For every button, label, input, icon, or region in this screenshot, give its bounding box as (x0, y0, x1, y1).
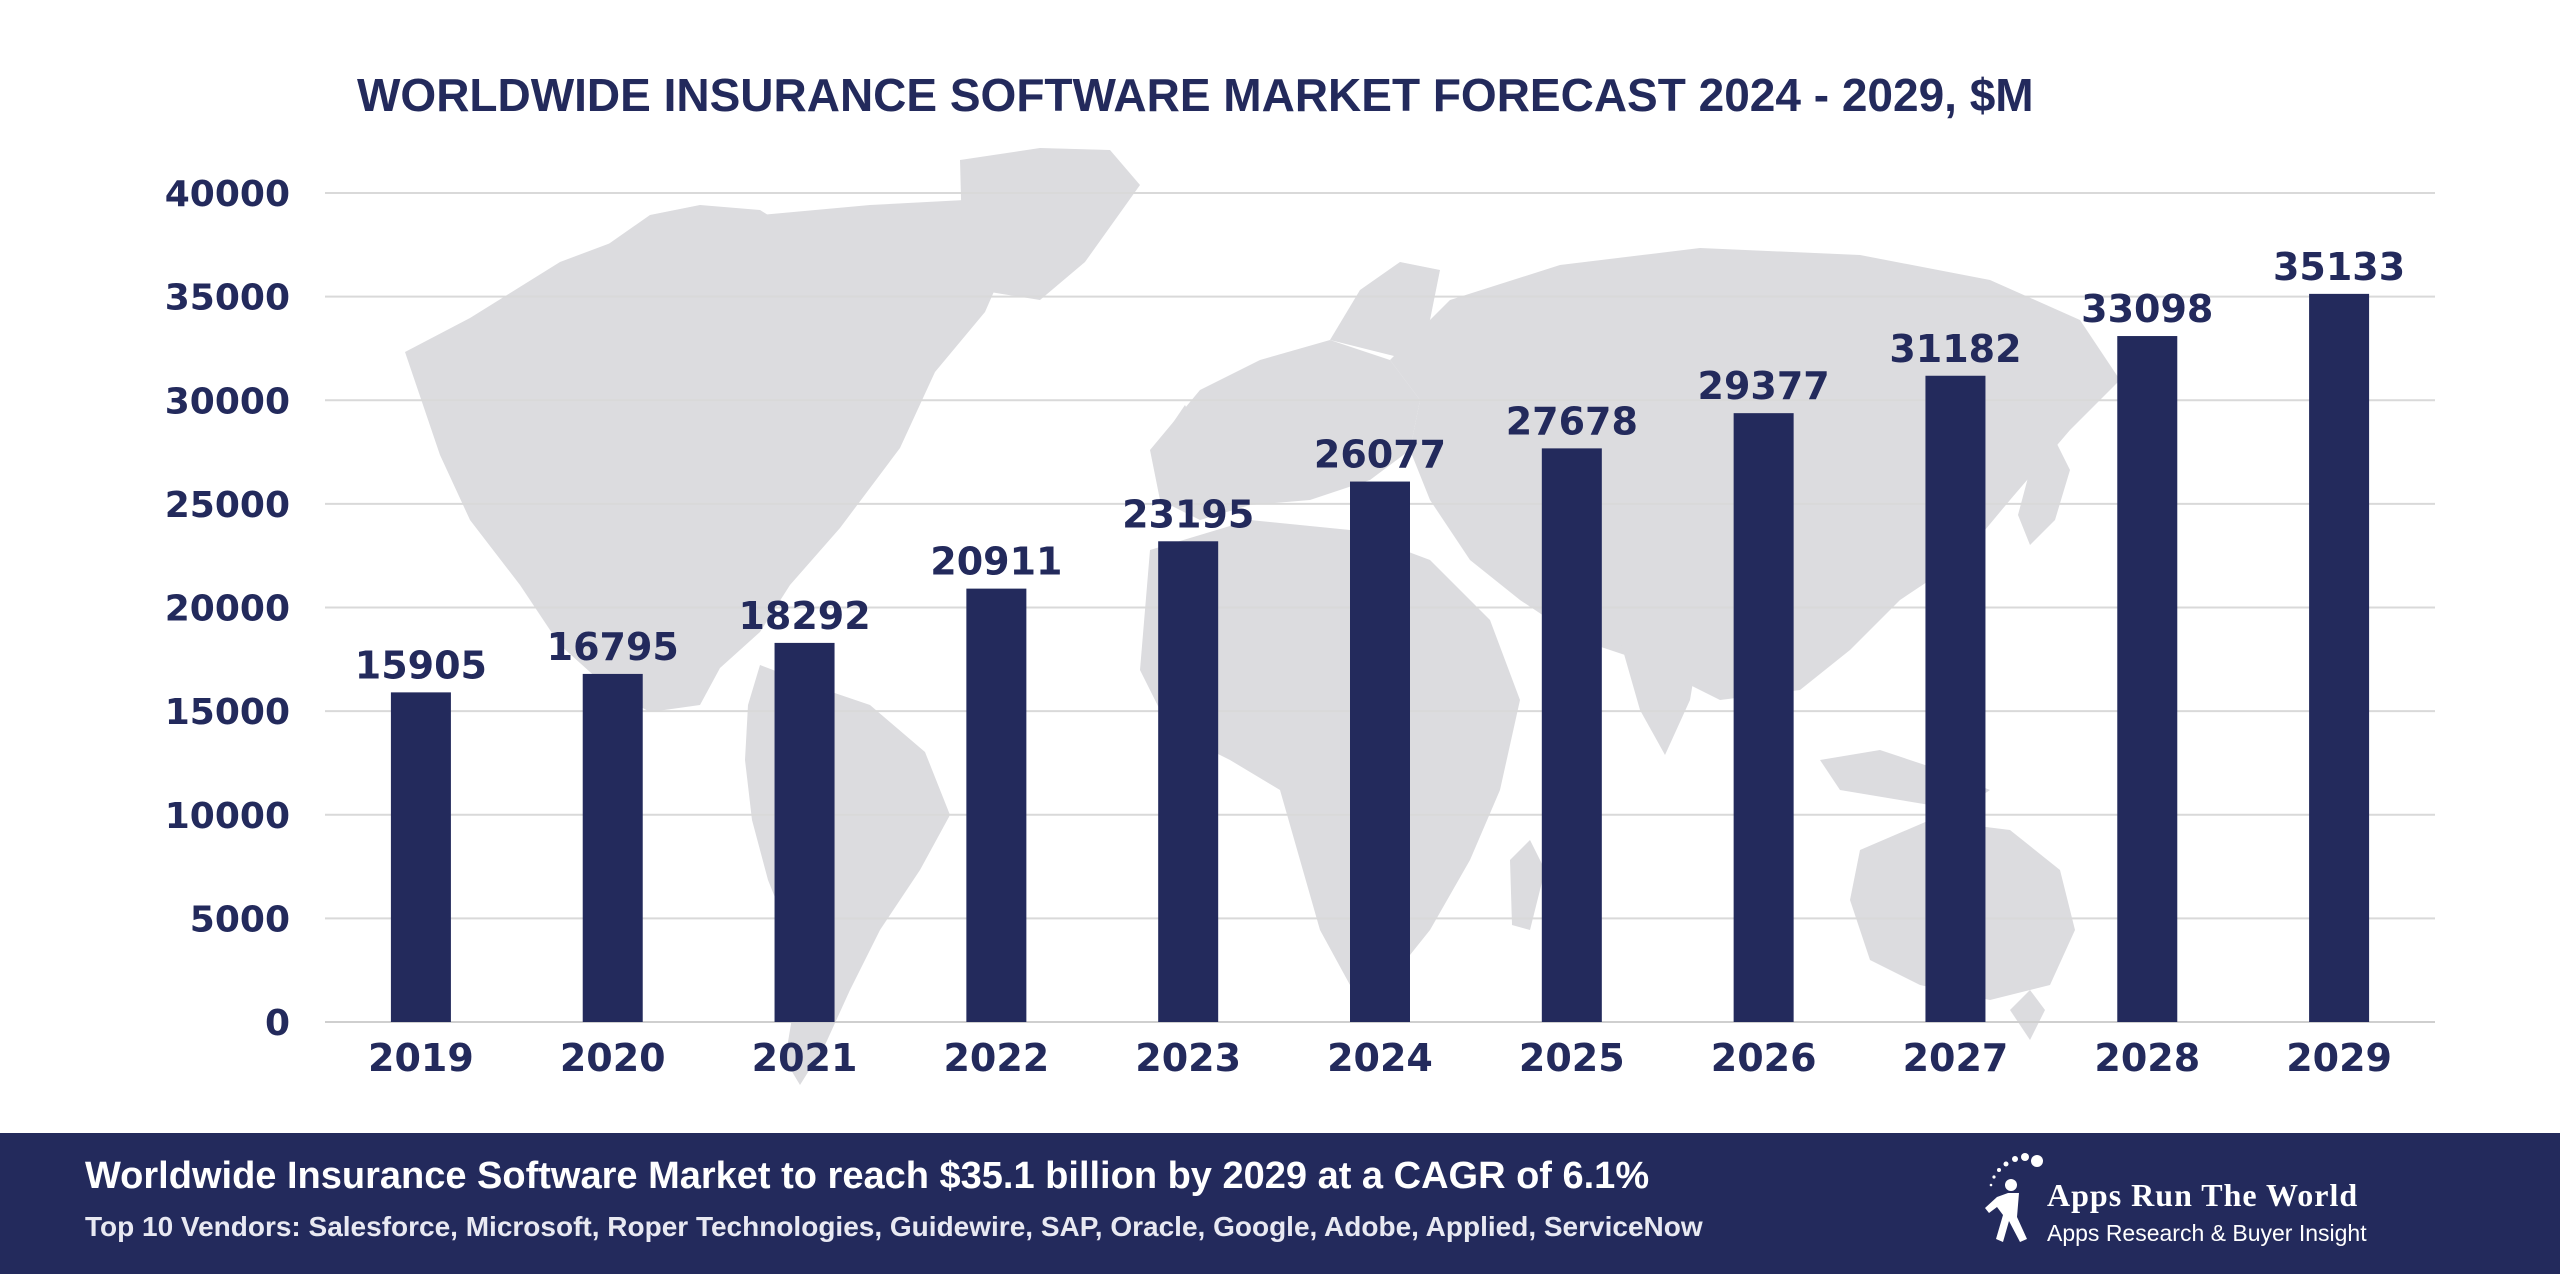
footer-vendors: Top 10 Vendors: Salesforce, Microsoft, R… (85, 1211, 1703, 1242)
data-label-2027: 31182 (1889, 327, 2021, 371)
data-labels: 15905 16795 18292 20911 23195 26077 27678 29377… (355, 245, 2405, 688)
x-axis-ticks: 2019 2020 2021 2022 2023 2024 2025 2026 2027 2028… (368, 1036, 2392, 1080)
data-label-2026: 29377 (1698, 364, 1830, 408)
bar-2028 (2117, 336, 2178, 1022)
y-tick-label-10000: 10000 (165, 796, 290, 837)
x-tick-label-2020: 2020 (560, 1036, 666, 1080)
y-tick-label-15000: 15000 (165, 692, 290, 733)
footer-headline: Worldwide Insurance Software Market to r… (85, 1155, 1650, 1197)
data-label-2019: 15905 (355, 643, 487, 687)
x-tick-label-2027: 2027 (1903, 1036, 2009, 1080)
y-tick-label-35000: 35000 (165, 278, 290, 319)
bar-2020 (582, 673, 643, 1022)
brand-tagline: Apps Research & Buyer Insight (2047, 1220, 2367, 1246)
y-tick-label-40000: 40000 (165, 174, 290, 215)
x-tick-label-2024: 2024 (1327, 1036, 1433, 1080)
data-label-2022: 20911 (930, 540, 1062, 584)
bar-series (390, 293, 2370, 1023)
data-label-2020: 16795 (547, 625, 679, 669)
y-tick-label-30000: 30000 (165, 381, 290, 422)
x-tick-label-2019: 2019 (368, 1036, 474, 1080)
bar-2024 (1350, 481, 1410, 1022)
data-label-2024: 26077 (1314, 433, 1446, 477)
x-tick-label-2028: 2028 (2094, 1036, 2200, 1080)
brand-name: Apps Run The World (2047, 1177, 2359, 1213)
chart-title: WORLDWIDE INSURANCE SOFTWARE MARKET FORE… (357, 69, 2034, 121)
x-tick-label-2021: 2021 (752, 1036, 858, 1080)
x-tick-label-2023: 2023 (1135, 1036, 1241, 1080)
footer-banner: Worldwide Insurance Software Market to r… (0, 1133, 2560, 1274)
insurance-market-bar-chart: WORLDWIDE INSURANCE SOFTWARE MARKET FORE… (165, 69, 2435, 1085)
x-tick-label-2025: 2025 (1519, 1036, 1625, 1080)
data-label-2025: 27678 (1506, 399, 1638, 443)
y-tick-label-20000: 20000 (165, 589, 290, 630)
x-tick-label-2029: 2029 (2286, 1036, 2392, 1080)
data-label-2023: 23195 (1122, 492, 1254, 536)
bar-2023 (1158, 541, 1219, 1022)
bar-2027 (1925, 375, 1986, 1022)
bar-2022 (966, 588, 1027, 1022)
world-map-icon (405, 148, 2120, 1085)
x-tick-label-2022: 2022 (943, 1036, 1049, 1080)
y-axis-ticks: 0 5000 10000 15000 20000 25000 30000 35000 40000 (165, 174, 290, 1044)
bar-2029 (2309, 293, 2370, 1023)
bar-2025 (1541, 448, 1602, 1023)
bar-2021 (774, 642, 835, 1022)
data-label-2021: 18292 (738, 594, 870, 638)
data-label-2029: 35133 (2273, 245, 2405, 289)
runner-figure-icon (1985, 1153, 2043, 1242)
bar-2026 (1733, 413, 1794, 1022)
y-tick-label-0: 0 (265, 1003, 290, 1044)
bar-2019 (390, 692, 451, 1022)
y-tick-label-5000: 5000 (190, 899, 290, 940)
data-label-2028: 33098 (2081, 287, 2213, 331)
x-tick-label-2026: 2026 (1711, 1036, 1817, 1080)
y-tick-label-25000: 25000 (165, 485, 290, 526)
brand-logo: Apps Run The World Apps Research & Buyer… (1975, 1147, 2495, 1262)
